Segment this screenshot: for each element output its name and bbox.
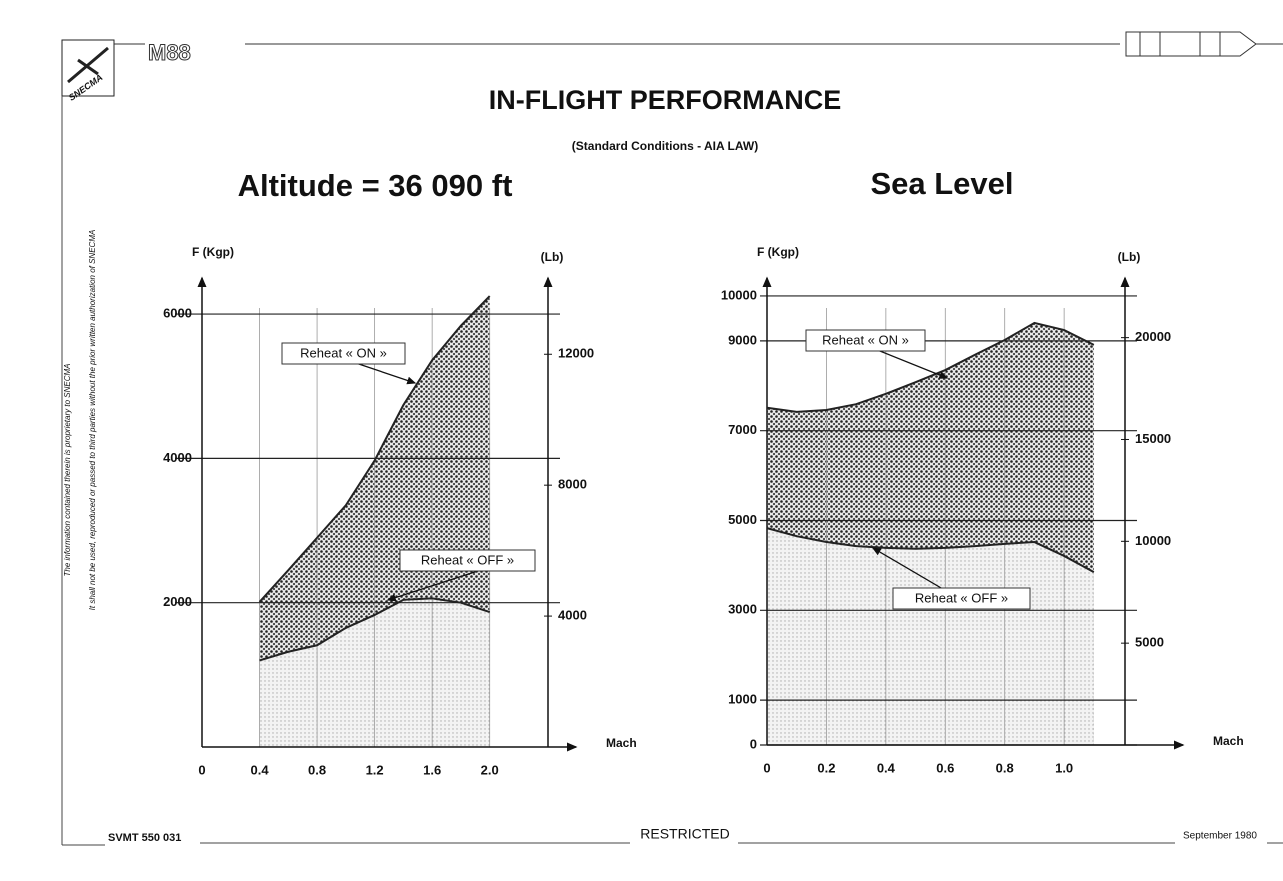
label-box (805, 329, 926, 352)
y2-axis-label: (Lb) (1118, 250, 1141, 264)
y-tick-label: 6000 (163, 306, 192, 321)
series-label: Reheat « ON » (300, 345, 387, 360)
title: IN-FLIGHT PERFORMANCE (489, 85, 841, 115)
y-tick-label: 4000 (163, 450, 192, 465)
side-note: The information contained therein is pro… (63, 364, 72, 577)
side-note: It shall not be used, reproduced or pass… (88, 230, 97, 611)
subtitle: (Standard Conditions - AIA LAW) (572, 139, 758, 153)
x-tick-label: 2.0 (481, 762, 499, 777)
area-fill (767, 528, 1094, 745)
footer-center: RESTRICTED (640, 826, 729, 842)
chart-title: Altitude = 36 090 ft (238, 168, 513, 203)
x-tick-label: 0.8 (308, 762, 326, 777)
label-arrow (355, 362, 417, 385)
y2-tick-label: 15000 (1135, 431, 1171, 446)
series-label: Reheat « OFF » (421, 552, 514, 567)
x-tick-label: 0.4 (877, 760, 896, 775)
x-tick-label: 1.2 (366, 762, 384, 777)
label-arrow (386, 569, 482, 602)
y-axis-label: F (Kgp) (192, 245, 234, 259)
label-box (892, 587, 1031, 610)
y2-tick-label: 12000 (558, 346, 594, 361)
x-tick-label: 0 (763, 760, 770, 775)
curve (766, 321, 1095, 413)
x-tick-label: 1.0 (1055, 760, 1073, 775)
y2-tick-label: 8000 (558, 477, 587, 492)
footer-left: SVMT 550 031 (108, 832, 181, 844)
y-tick-label: 2000 (163, 594, 192, 609)
y-tick-label: 9000 (728, 332, 757, 347)
y-tick-label: 10000 (721, 287, 757, 302)
x-tick-label: 0.2 (817, 760, 835, 775)
y2-tick-label: 10000 (1135, 533, 1171, 548)
y2-tick-label: 20000 (1135, 329, 1171, 344)
y2-tick-label: 4000 (558, 608, 587, 623)
curve (259, 597, 491, 662)
y2-axis-label: (Lb) (541, 250, 564, 264)
x-tick-label: 0.8 (996, 760, 1014, 775)
brand: M88 (148, 40, 191, 65)
chart: Sea Level F (Kgp) (Lb) Mach 0 0.2 0.4 0.6 0.8 1.0… (721, 166, 1244, 775)
x-tick-label: 0 (198, 762, 205, 777)
x-tick-label: 0.6 (936, 760, 954, 775)
series-label: Reheat « ON » (822, 332, 909, 347)
engine-icon (1125, 31, 1283, 57)
label-arrow (877, 349, 949, 379)
x-axis-label: Mach (1213, 734, 1244, 748)
curve (258, 295, 491, 603)
chart: Altitude = 36 090 ft F (Kgp) (Lb) Mach 0 0.4 0… (163, 168, 637, 777)
label-box (399, 549, 536, 572)
series-label: Reheat « OFF » (915, 590, 1008, 605)
label-box (281, 342, 406, 365)
y-tick-label: 7000 (728, 422, 757, 437)
x-axis-label: Mach (606, 736, 637, 750)
x-tick-label: 0.4 (250, 762, 269, 777)
x-tick-label: 1.6 (423, 762, 441, 777)
footer-right: September 1980 (1183, 831, 1257, 842)
y-tick-label: 5000 (728, 512, 757, 527)
y2-tick-label: 5000 (1135, 635, 1164, 650)
chart-title: Sea Level (870, 166, 1013, 201)
y-tick-label: 1000 (728, 692, 757, 707)
y-tick-label: 0 (750, 736, 757, 751)
y-tick-label: 3000 (728, 602, 757, 617)
y-axis-label: F (Kgp) (757, 245, 799, 259)
curve (766, 527, 1095, 573)
logo: SNECMA (61, 39, 115, 103)
